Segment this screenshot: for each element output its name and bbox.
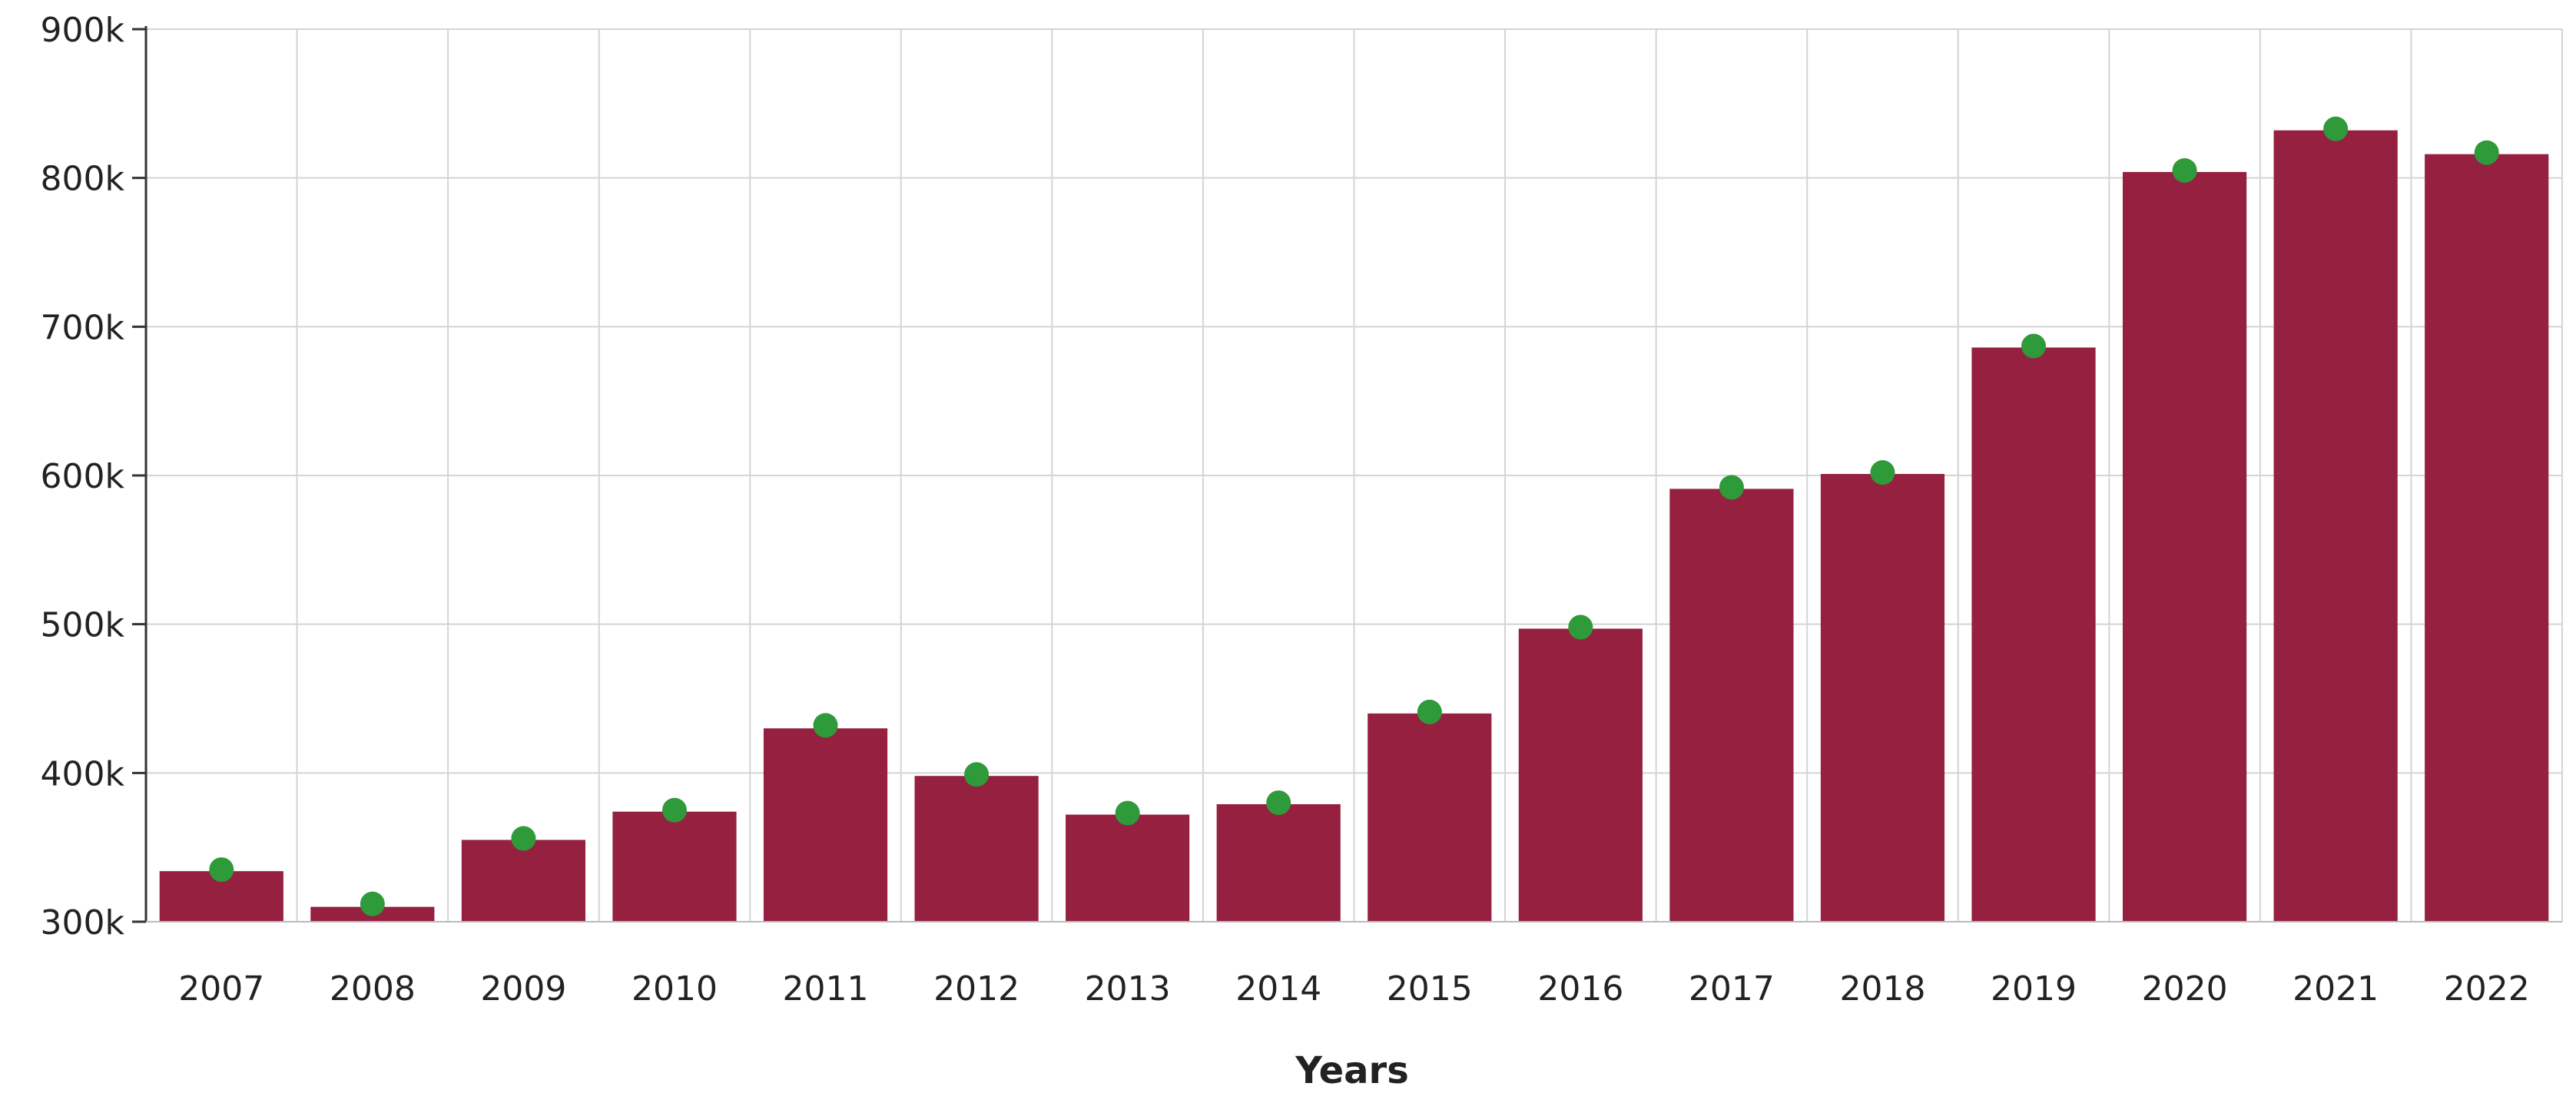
x-tick-label: 2016 (1537, 969, 1623, 1009)
y-tick-label: 600k (41, 457, 125, 496)
data-point (1870, 460, 1895, 485)
bars (159, 130, 2549, 922)
data-point (1568, 614, 1593, 640)
bar (1216, 804, 1341, 922)
data-point (2474, 140, 2499, 165)
x-tick-label: 2019 (1991, 969, 2077, 1009)
bar (1066, 814, 1190, 922)
y-tick-label: 900k (41, 11, 125, 50)
bar (1820, 474, 1945, 922)
x-tick-label: 2020 (2142, 969, 2228, 1009)
bar (2273, 130, 2398, 922)
x-tick-label: 2022 (2444, 969, 2530, 1009)
data-point (661, 797, 687, 823)
bar (2425, 154, 2549, 922)
bar (763, 728, 888, 922)
x-tick-label: 2017 (1689, 969, 1775, 1009)
x-tick-label: 2014 (1235, 969, 1321, 1009)
bar (461, 840, 585, 922)
grid-lines (145, 28, 2563, 922)
x-tick-label: 2010 (632, 969, 718, 1009)
bar (1368, 713, 1492, 922)
x-tick-label: 2018 (1839, 969, 1925, 1009)
bar (612, 811, 737, 922)
data-point (2323, 116, 2349, 141)
data-point (813, 713, 838, 738)
data-point (360, 891, 385, 916)
x-tick-label: 2013 (1085, 969, 1171, 1009)
y-tick-label: 700k (41, 308, 125, 347)
data-point (1115, 800, 1140, 826)
x-tick-label: 2007 (178, 969, 264, 1009)
data-point (1719, 475, 1744, 500)
y-tick-label: 400k (41, 754, 125, 793)
bar (2123, 171, 2247, 922)
y-tick-label: 800k (41, 160, 125, 199)
y-tick-label: 300k (41, 903, 125, 942)
bar (914, 776, 1039, 922)
x-tick-label: 2011 (783, 969, 869, 1009)
data-point (964, 762, 990, 787)
bar (1669, 489, 1794, 922)
x-tick-label: 2012 (933, 969, 1019, 1009)
axes (132, 26, 2562, 923)
bar (1971, 347, 2096, 922)
data-point (2021, 333, 2047, 359)
bar (1518, 628, 1643, 922)
data-point (209, 857, 234, 883)
data-point (1266, 790, 1291, 816)
y-tick-label: 500k (41, 606, 125, 645)
x-tick-label: 2015 (1387, 969, 1473, 1009)
x-tick-label: 2021 (2293, 969, 2379, 1009)
points (209, 116, 2499, 916)
x-tick-label: 2009 (480, 969, 566, 1009)
x-tick-label: 2008 (330, 969, 416, 1009)
data-point (511, 826, 536, 851)
x-axis-label: Years (1295, 1049, 1409, 1092)
data-point (2172, 157, 2197, 183)
tick-labels: 300k 400k 500k 600k 700k 800k 900k 2007 2008 2009… (41, 11, 2530, 1009)
data-point (1417, 699, 1442, 724)
